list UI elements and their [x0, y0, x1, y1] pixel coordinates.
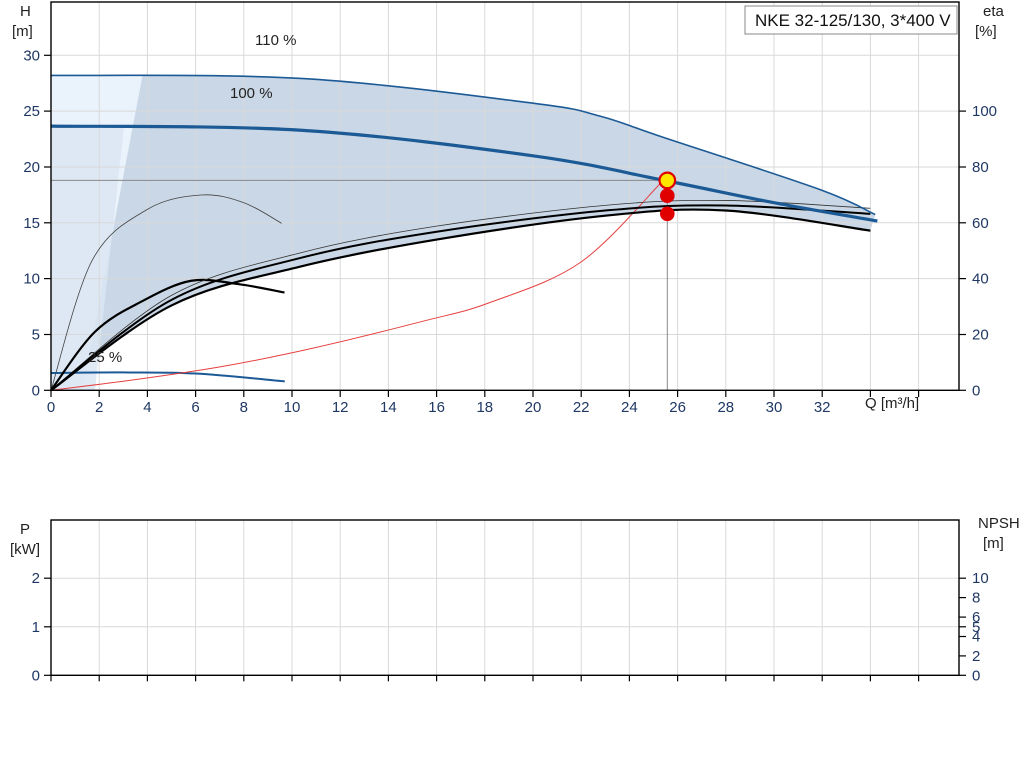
svg-text:[kW]: [kW]: [10, 541, 40, 558]
svg-text:1: 1: [32, 619, 40, 636]
svg-text:80: 80: [972, 159, 989, 176]
svg-text:2: 2: [95, 399, 103, 416]
svg-text:32: 32: [814, 399, 831, 416]
svg-text:110 %: 110 %: [255, 32, 296, 49]
svg-text:8: 8: [240, 399, 248, 416]
svg-text:100: 100: [972, 103, 997, 120]
svg-text:Q [m³/h]: Q [m³/h]: [865, 395, 919, 412]
svg-text:0: 0: [32, 382, 40, 399]
svg-text:6: 6: [972, 609, 980, 626]
svg-text:0: 0: [972, 667, 980, 684]
svg-text:0: 0: [47, 399, 55, 416]
svg-text:NKE 32-125/130, 3*400 V: NKE 32-125/130, 3*400 V: [755, 11, 951, 30]
svg-text:10: 10: [284, 399, 301, 416]
svg-text:8: 8: [972, 590, 980, 607]
svg-text:30: 30: [23, 47, 40, 64]
svg-text:6: 6: [191, 399, 199, 416]
svg-text:100 %: 100 %: [230, 85, 273, 102]
svg-text:14: 14: [380, 399, 397, 416]
svg-text:P: P: [20, 521, 30, 538]
svg-text:0: 0: [32, 667, 40, 684]
svg-text:4: 4: [143, 399, 151, 416]
svg-text:16: 16: [428, 399, 445, 416]
svg-text:[%]: [%]: [975, 23, 997, 40]
svg-text:H: H: [20, 3, 31, 20]
svg-text:10: 10: [23, 271, 40, 288]
svg-text:60: 60: [972, 215, 989, 232]
svg-text:20: 20: [525, 399, 542, 416]
svg-text:[m]: [m]: [12, 23, 33, 40]
svg-text:20: 20: [23, 159, 40, 176]
svg-text:25: 25: [23, 103, 40, 120]
svg-text:40: 40: [972, 271, 989, 288]
svg-text:eta: eta: [983, 3, 1005, 20]
svg-text:[m]: [m]: [983, 535, 1004, 552]
svg-text:24: 24: [621, 399, 638, 416]
svg-text:20: 20: [972, 327, 989, 344]
svg-text:15: 15: [23, 215, 40, 232]
svg-text:2: 2: [32, 570, 40, 587]
svg-text:2: 2: [972, 648, 980, 665]
svg-text:12: 12: [332, 399, 349, 416]
svg-text:30: 30: [766, 399, 783, 416]
svg-text:0: 0: [972, 382, 980, 399]
svg-text:28: 28: [717, 399, 734, 416]
svg-text:5: 5: [32, 327, 40, 344]
svg-text:NPSH: NPSH: [978, 515, 1020, 532]
svg-text:26: 26: [669, 399, 686, 416]
svg-text:25 %: 25 %: [88, 349, 122, 366]
svg-text:18: 18: [476, 399, 493, 416]
svg-text:10: 10: [972, 570, 989, 587]
svg-text:22: 22: [573, 399, 590, 416]
